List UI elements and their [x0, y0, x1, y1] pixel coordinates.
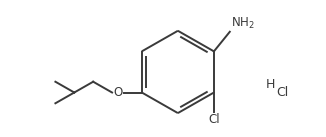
- Text: Cl: Cl: [208, 113, 220, 126]
- Text: NH$_2$: NH$_2$: [231, 16, 255, 31]
- Text: Cl: Cl: [276, 86, 288, 99]
- Text: H: H: [266, 78, 275, 91]
- Text: O: O: [114, 86, 123, 99]
